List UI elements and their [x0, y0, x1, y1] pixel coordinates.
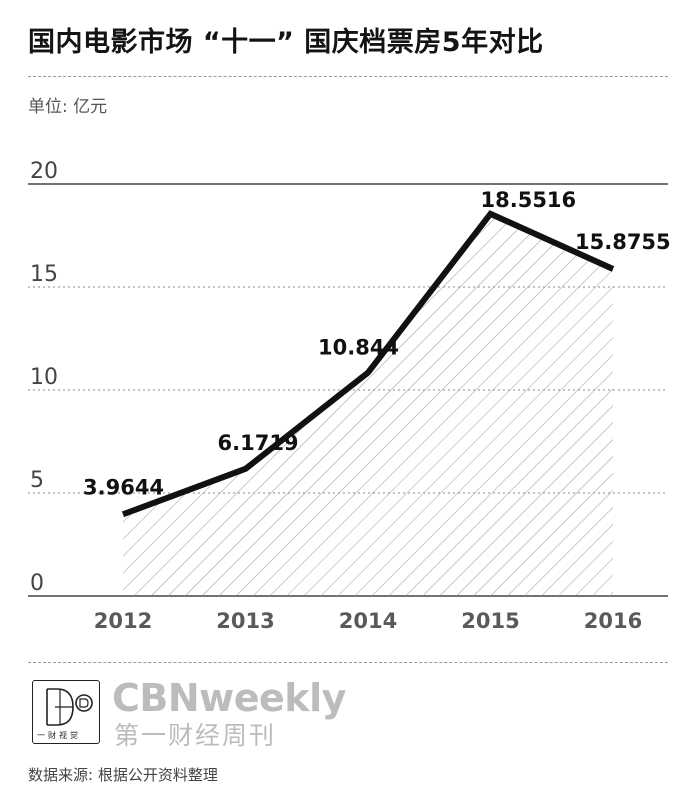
cbn-logo: 一财视觉	[32, 680, 100, 744]
y-tick-label: 10	[30, 365, 58, 390]
x-tick-label: 2016	[584, 609, 642, 633]
hatched-area	[123, 213, 613, 596]
data-label: 18.5516	[481, 188, 577, 212]
x-tick-label: 2013	[216, 609, 274, 633]
x-tick-label: 2012	[94, 609, 152, 633]
brand-name-cn: 第一财经周刊	[114, 721, 277, 750]
unit-label: 单位: 亿元	[28, 97, 108, 117]
chart-title: 国内电影市场 “十一” 国庆档票房5年对比	[28, 27, 544, 58]
x-tick-label: 2015	[461, 609, 519, 633]
footer-divider	[28, 662, 668, 663]
logo-text: 一财视觉	[37, 731, 81, 740]
brand-name-en: CBNweekly	[112, 676, 346, 720]
logo-mark-icon	[46, 688, 93, 726]
data-label: 10.844	[318, 336, 399, 360]
box-office-area-chart: 0 5 10 15 20 2012 2013 2014 2015 2016 3.9644 6.171…	[28, 159, 671, 633]
data-source-note: 数据来源: 根据公开资料整理	[28, 766, 218, 784]
x-tick-label: 2014	[339, 609, 397, 633]
data-label: 3.9644	[83, 475, 164, 499]
box-office-line	[121, 210, 615, 518]
title-divider	[28, 76, 668, 77]
y-tick-label: 20	[30, 159, 58, 184]
y-tick-label: 15	[30, 262, 58, 287]
data-label: 6.1719	[218, 431, 299, 455]
data-label: 15.8755	[575, 230, 671, 254]
y-tick-label: 5	[30, 468, 44, 493]
y-tick-label: 0	[30, 571, 44, 596]
